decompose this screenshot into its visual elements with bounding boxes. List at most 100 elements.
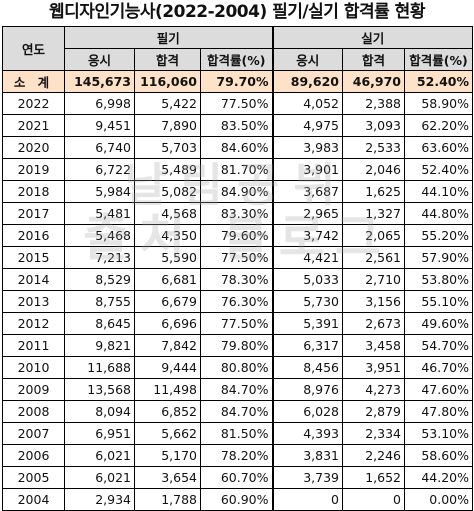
table-cell: 13,568 — [64, 378, 135, 401]
year-cell: 2007 — [2, 422, 65, 445]
table-cell: 76.30% — [200, 290, 273, 313]
table-cell: 3,831 — [271, 444, 343, 467]
table-row: 2008 8,094 6,852 84.70% 6,028 2,879 47.80% — [2, 400, 473, 423]
table-cell: 8,976 — [271, 378, 343, 401]
table-cell: 46.70% — [404, 356, 473, 379]
table-cell: 7,842 — [134, 334, 201, 357]
year-cell: 2012 — [2, 312, 65, 335]
table-cell: 8,645 — [64, 312, 135, 335]
table-cell: 52.40% — [404, 158, 473, 181]
table-cell: 6,028 — [271, 400, 343, 423]
table-cell: 4,568 — [134, 202, 201, 225]
table-cell: 2,533 — [342, 136, 405, 159]
year-cell: 2008 — [2, 400, 65, 423]
table-cell: 58.60% — [404, 444, 473, 467]
table-row: 2010 11,688 9,444 80.80% 8,456 3,951 46.70% — [2, 356, 473, 379]
table-cell: 58.90% — [404, 92, 473, 115]
table-cell: 80.80% — [200, 356, 273, 379]
table-cell: 6,696 — [134, 312, 201, 335]
sub-header: 합격률(%) — [200, 48, 273, 71]
table-cell: 2,710 — [342, 268, 405, 291]
year-cell: 2022 — [2, 92, 65, 115]
table-row: 2004 2,934 1,788 60.90% 0 0 0.00% — [2, 488, 473, 511]
table-row: 2018 5,984 5,082 84.90% 3,687 1,625 44.10% — [2, 180, 473, 203]
table-cell: 2,388 — [342, 92, 405, 115]
table-cell: 84.70% — [200, 378, 273, 401]
total-label: 소 계 — [2, 70, 65, 93]
table-cell: 8,456 — [271, 356, 343, 379]
sub-header: 합격 — [342, 48, 405, 71]
table-cell: 3,983 — [271, 136, 343, 159]
table-cell: 4,975 — [271, 114, 343, 137]
table-cell: 84.70% — [200, 400, 273, 423]
table-row: 2021 9,451 7,890 83.50% 4,975 3,093 62.20% — [2, 114, 473, 137]
year-cell: 2017 — [2, 202, 65, 225]
table-cell: 0.00% — [404, 488, 473, 511]
table-cell: 2,246 — [342, 444, 405, 467]
table-cell: 4,273 — [342, 378, 405, 401]
table-row: 2011 9,821 7,842 79.80% 6,317 3,458 54.70% — [2, 334, 473, 357]
table-cell: 6,722 — [64, 158, 135, 181]
table-cell: 5,391 — [271, 312, 343, 335]
table-cell: 52.40% — [404, 70, 473, 93]
table-cell: 81.50% — [200, 422, 273, 445]
table-cell: 5,033 — [271, 268, 343, 291]
total-row: 소 계 145,673 116,060 79.70% 89,620 46,970… — [2, 70, 473, 93]
table-cell: 1,788 — [134, 488, 201, 511]
table-cell: 5,170 — [134, 444, 201, 467]
table-cell: 145,673 — [64, 70, 135, 93]
table-cell: 6,740 — [64, 136, 135, 159]
table-row: 2020 6,740 5,703 84.60% 3,983 2,533 63.60% — [2, 136, 473, 159]
table-row: 2005 6,021 3,654 60.70% 3,739 1,652 44.20% — [2, 466, 473, 489]
table-cell: 2,879 — [342, 400, 405, 423]
table-cell: 4,350 — [134, 224, 201, 247]
year-cell: 2011 — [2, 334, 65, 357]
table-cell: 5,590 — [134, 246, 201, 269]
table-cell: 55.20% — [404, 224, 473, 247]
table-cell: 3,739 — [271, 466, 343, 489]
sub-header: 합격 — [134, 48, 201, 71]
table-cell: 2,934 — [64, 488, 135, 511]
year-cell: 2021 — [2, 114, 65, 137]
table-cell: 5,984 — [64, 180, 135, 203]
table-cell: 0 — [271, 488, 343, 511]
table-cell: 8,755 — [64, 290, 135, 313]
table-cell: 5,481 — [64, 202, 135, 225]
year-cell: 2019 — [2, 158, 65, 181]
table-cell: 9,444 — [134, 356, 201, 379]
year-cell: 2016 — [2, 224, 65, 247]
table-cell: 2,065 — [342, 224, 405, 247]
table-cell: 53.10% — [404, 422, 473, 445]
table-cell: 79.60% — [200, 224, 273, 247]
sub-header: 응시 — [64, 48, 135, 71]
table-cell: 3,951 — [342, 356, 405, 379]
table-cell: 3,901 — [271, 158, 343, 181]
table-cell: 77.50% — [200, 312, 273, 335]
table-cell: 2,561 — [342, 246, 405, 269]
table-row: 2007 6,951 5,662 81.50% 4,393 2,334 53.10% — [2, 422, 473, 445]
table-cell: 60.90% — [200, 488, 273, 511]
table-cell: 53.80% — [404, 268, 473, 291]
table-cell: 1,327 — [342, 202, 405, 225]
table-cell: 47.60% — [404, 378, 473, 401]
table-cell: 3,654 — [134, 466, 201, 489]
table-row: 2019 6,722 5,489 81.70% 3,901 2,046 52.40% — [2, 158, 473, 181]
table-cell: 5,422 — [134, 92, 201, 115]
table-cell: 2,334 — [342, 422, 405, 445]
table-cell: 60.70% — [200, 466, 273, 489]
year-cell: 2020 — [2, 136, 65, 159]
table-cell: 4,052 — [271, 92, 343, 115]
practical-header: 실기 — [271, 26, 473, 49]
table-cell: 3,093 — [342, 114, 405, 137]
year-cell: 2013 — [2, 290, 65, 313]
table-cell: 5,730 — [271, 290, 343, 313]
table-row: 2009 13,568 11,498 84.70% 8,976 4,273 47.60% — [2, 378, 473, 401]
table-title: 웹디자인기능사(2022-2004) 필기/실기 합격률 현황 — [49, 2, 425, 22]
table-cell: 6,681 — [134, 268, 201, 291]
table-cell: 7,213 — [64, 246, 135, 269]
table-cell: 77.50% — [200, 246, 273, 269]
year-cell: 2010 — [2, 356, 65, 379]
table-cell: 1,652 — [342, 466, 405, 489]
table-cell: 44.80% — [404, 202, 473, 225]
table-cell: 4,393 — [271, 422, 343, 445]
